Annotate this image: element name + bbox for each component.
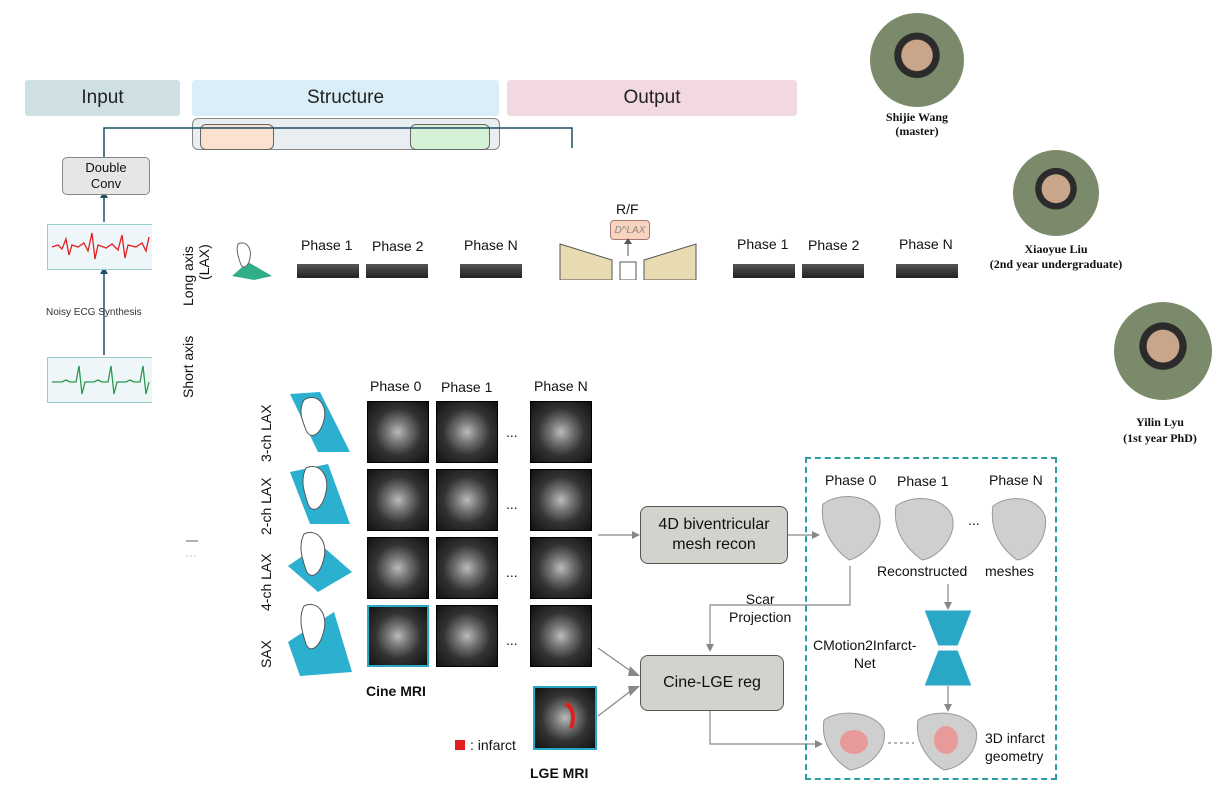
heart-plane-3ch-icon — [290, 392, 350, 452]
person-name-3: Yilin Lyu — [1136, 415, 1184, 429]
lge-infarct-mark — [564, 702, 575, 729]
mri-4ch-phase1 — [436, 537, 498, 599]
person-role-2: (2nd year undergraduate) — [989, 257, 1123, 271]
out-phase-n: Phase N — [989, 472, 1043, 488]
infarct-geometry-label: 3D infarct geometry — [985, 730, 1045, 764]
heart-plane-sax-icon — [288, 604, 352, 676]
cine-lge-reg-box: Cine-LGE reg — [640, 655, 784, 711]
top-right-phase-1-thumb — [733, 264, 795, 278]
mri-4ch-phase0 — [367, 537, 429, 599]
infarct-legend-swatch — [455, 740, 465, 750]
mesh-phase-n — [991, 498, 1047, 561]
phase-n-header: Phase N — [534, 378, 588, 394]
mri-sax-phasen — [530, 605, 592, 667]
mesh-ellipsis: ... — [968, 512, 980, 528]
top-right-phase-n-thumb — [896, 264, 958, 278]
lge-mri-image — [533, 686, 597, 750]
clean-ecg-waveform — [52, 365, 150, 395]
person-name-2: Xiaoyue Liu — [1024, 242, 1088, 256]
discriminator-lax-box: D^LAX — [610, 220, 650, 240]
lge-mri-label: LGE MRI — [530, 765, 589, 781]
mesh-phase-0 — [821, 496, 881, 561]
clean-ecg-signal — [47, 357, 152, 403]
top-right-phase-1: Phase 1 — [737, 236, 789, 252]
ellipsis-3ch: ... — [506, 424, 518, 440]
top-right-phase-n: Phase N — [899, 236, 953, 252]
top-phase-1: Phase 1 — [301, 237, 353, 253]
infarct-mesh-1 — [822, 712, 885, 771]
ellipsis-2ch: ... — [506, 496, 518, 512]
noisy-ecg-signal — [47, 224, 152, 270]
heart-plane-4ch-icon — [288, 532, 352, 592]
top-right-phase-2: Phase 2 — [808, 237, 860, 253]
discriminator-shape — [559, 238, 697, 280]
person-role-1: (master) — [895, 124, 939, 138]
mri-2ch-phasen — [530, 469, 592, 531]
mri-3ch-phase1 — [436, 401, 498, 463]
rf-label: R/F — [616, 201, 639, 217]
heart-plane-2ch-icon — [290, 464, 350, 524]
top-phase-n-thumb — [460, 264, 522, 278]
mri-3ch-phasen — [530, 401, 592, 463]
header-structure: Structure — [192, 80, 499, 116]
top-phase-2-thumb — [366, 264, 428, 278]
mri-3ch-phase0 — [367, 401, 429, 463]
top-right-phase-2-thumb — [802, 264, 864, 278]
double-conv-box: Double Conv — [62, 157, 150, 195]
avatar-shijie-wang — [870, 13, 964, 107]
mri-2ch-phase1 — [436, 469, 498, 531]
top-phase-2: Phase 2 — [372, 238, 424, 254]
person-role-3: (1st year PhD) — [1123, 431, 1197, 445]
noisy-ecg-waveform — [51, 232, 150, 260]
phase-0-header: Phase 0 — [370, 378, 422, 394]
noisy-ecg-label: Noisy ECG Synthesis — [46, 307, 142, 318]
mesh-phase-1 — [894, 498, 954, 561]
meshes-label: meshes — [985, 563, 1035, 579]
top-phase-n: Phase N — [464, 237, 518, 253]
header-output: Output — [507, 80, 797, 116]
out-phase-0: Phase 0 — [825, 472, 877, 488]
net-shape — [924, 610, 973, 686]
infarct-mesh-2 — [916, 712, 978, 771]
person-name-1: Shijie Wang — [885, 110, 949, 124]
scar-projection-label: Scar Projection — [729, 591, 792, 625]
header-input: Input — [25, 80, 180, 116]
avatar-yilin-lyu — [1114, 302, 1212, 400]
infarct-legend-label: : infarct — [470, 737, 516, 753]
phase-1-header: Phase 1 — [441, 379, 493, 395]
out-phase-1: Phase 1 — [897, 473, 949, 489]
mri-2ch-phase0 — [367, 469, 429, 531]
output-region — [805, 457, 1057, 780]
net-label: CMotion2Infarct- Net — [813, 637, 917, 671]
mesh-recon-box: 4D biventricular mesh recon — [640, 506, 788, 564]
ellipsis-4ch: ... — [506, 564, 518, 580]
reconstructed-label: Reconstructed — [877, 563, 968, 579]
ellipsis-sax: ... — [506, 632, 518, 648]
avatar-xiaoyue-liu — [1013, 150, 1099, 236]
mri-4ch-phasen — [530, 537, 592, 599]
top-phase-1-thumb — [297, 264, 359, 278]
heart-plane-icon-top — [232, 242, 272, 280]
mri-sax-phase1 — [436, 605, 498, 667]
cine-mri-label: Cine MRI — [366, 683, 426, 699]
mri-sax-phase0 — [367, 605, 429, 667]
